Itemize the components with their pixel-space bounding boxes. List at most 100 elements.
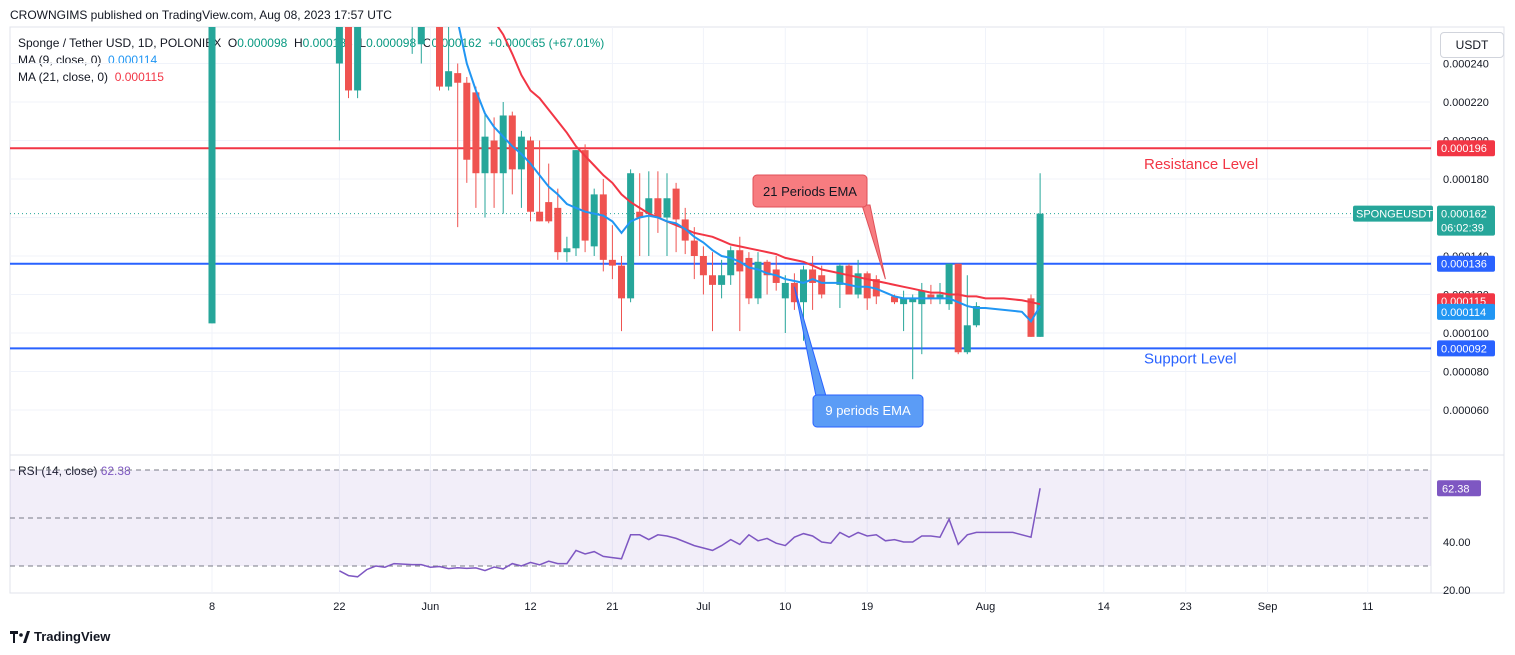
candle-down — [927, 294, 935, 299]
close-value: 0.000162 — [431, 36, 482, 50]
candle-up — [590, 194, 598, 247]
candle-down — [954, 263, 962, 353]
candle-up — [909, 298, 917, 303]
ma21-legend[interactable]: MA (21, close, 0) 0.000115 — [18, 70, 164, 84]
ma-price-tag: 0.000114 — [1441, 307, 1486, 319]
candle-down — [581, 150, 589, 241]
publisher-line: CROWNGIMS published on TradingView.com, … — [10, 8, 392, 22]
ema21-callout-pointer — [861, 204, 886, 280]
candle-up — [963, 325, 971, 353]
rsi-value-tag: 62.38 — [1442, 483, 1470, 495]
ema9-callout-box — [812, 394, 924, 428]
candle-up — [572, 150, 580, 249]
resistance-label: Resistance Level — [1144, 156, 1258, 173]
ema9-callout-pointer — [793, 286, 827, 397]
time-tick-label: 14 — [1098, 601, 1110, 613]
support-label: Support Level — [1144, 350, 1237, 367]
candle-down — [809, 269, 817, 283]
rsi-value-tag-bg — [1437, 480, 1481, 497]
candle-up — [754, 261, 762, 299]
ema21-callout-text: 21 Periods EMA — [763, 184, 857, 199]
support-price-tag: 0.000092 — [1441, 343, 1487, 355]
symbol-tag: SPONGEUSDT — [1356, 209, 1433, 221]
symbol-name: Sponge / Tether USD, 1D, POLONIEX — [18, 36, 222, 50]
tradingview-logo-text: TradingView — [34, 629, 111, 644]
time-tick-label: 10 — [779, 601, 791, 613]
time-tick-label: Aug — [976, 601, 996, 613]
price-tick-label: 0.000240 — [1443, 59, 1489, 71]
candle-up — [499, 115, 507, 174]
candle-down — [1027, 298, 1035, 337]
candle-down — [599, 194, 607, 260]
ma21-label: MA (21, close, 0) — [18, 70, 109, 84]
candle-up — [208, 27, 216, 324]
candle-up — [936, 294, 944, 299]
candle-down — [527, 140, 534, 212]
time-tick-label: Jul — [696, 601, 710, 613]
resistance-price-tag-bg — [1437, 140, 1495, 157]
candle-up — [481, 136, 489, 174]
upper-support-price-tag: 0.000136 — [1441, 259, 1487, 271]
candle-up — [900, 298, 908, 305]
candle-down — [745, 257, 753, 299]
time-tick-label: 23 — [1180, 601, 1192, 613]
price-tick-label: 0.000220 — [1443, 97, 1489, 109]
candle-down — [536, 211, 544, 222]
ema21-callout-box — [752, 174, 868, 208]
candle-up — [918, 290, 926, 305]
tradingview-logo[interactable]: TradingView — [10, 629, 110, 644]
candle-down — [818, 275, 826, 295]
candle-down — [891, 296, 898, 303]
close-label: C — [422, 36, 432, 50]
upper-support-price-tag-bg — [1437, 255, 1495, 272]
candle-up — [445, 71, 453, 87]
candle-down — [554, 207, 562, 253]
candle-down — [790, 282, 798, 303]
candles — [208, 27, 1044, 380]
change-value: +0.000065 (+67.01%) — [488, 36, 605, 50]
rsi-line — [339, 488, 1041, 578]
candle-up — [836, 265, 844, 285]
price-tick-label: 0.000100 — [1443, 328, 1489, 340]
time-tick-label: 12 — [524, 601, 536, 613]
time-tick-label: 19 — [861, 601, 873, 613]
time-tick-label: 11 — [1362, 601, 1373, 613]
candle-up — [1036, 213, 1044, 337]
tradingview-logo-icon — [10, 630, 30, 643]
candle-down — [654, 198, 662, 218]
current-price-tag: 0.000162 — [1441, 209, 1487, 221]
candle-down — [472, 92, 480, 174]
ma-price-tag-bg — [1437, 303, 1495, 320]
countdown-tag: 06:02:39 — [1441, 223, 1484, 235]
candle-down — [545, 202, 553, 222]
time-tick-label: 21 — [606, 601, 618, 613]
high-label: H — [293, 36, 303, 50]
time-tick-label: Jun — [422, 601, 440, 613]
rsi-tick-label: 20.00 — [1443, 585, 1471, 597]
resistance-price-tag: 0.000196 — [1441, 143, 1487, 155]
rsi-band — [10, 469, 1431, 567]
rsi-legend[interactable]: RSI (14, close) 62.38 — [18, 464, 131, 478]
open-value: 0.000098 — [237, 36, 288, 50]
candle-down — [690, 240, 698, 256]
rsi-value: 62.38 — [100, 464, 131, 478]
moving-averages — [457, 27, 1041, 324]
symbol-legend: Sponge / Tether USD, 1D, POLONIEX O0.000… — [18, 36, 604, 50]
candle-up — [663, 198, 671, 218]
candle-up — [563, 248, 571, 253]
current-price-tag-bg — [1437, 205, 1495, 236]
price-tick-label: 0.000180 — [1443, 174, 1489, 186]
currency-unit-button[interactable]: USDT — [1440, 32, 1504, 58]
candle-up — [627, 173, 635, 299]
candle-down — [436, 27, 443, 87]
price-tags: 0.0001960.0001360.0000920.0001150.000114… — [1353, 140, 1495, 497]
candle-up — [972, 306, 980, 326]
ema9-callout-text: 9 periods EMA — [825, 403, 911, 418]
candle-down — [763, 261, 771, 276]
candle-up — [727, 250, 735, 276]
time-tick-label: 8 — [209, 601, 215, 613]
chart-frame — [9, 26, 1505, 594]
rsi-label: RSI (14, close) — [18, 464, 98, 478]
low-value: 0.000098 — [366, 36, 417, 50]
